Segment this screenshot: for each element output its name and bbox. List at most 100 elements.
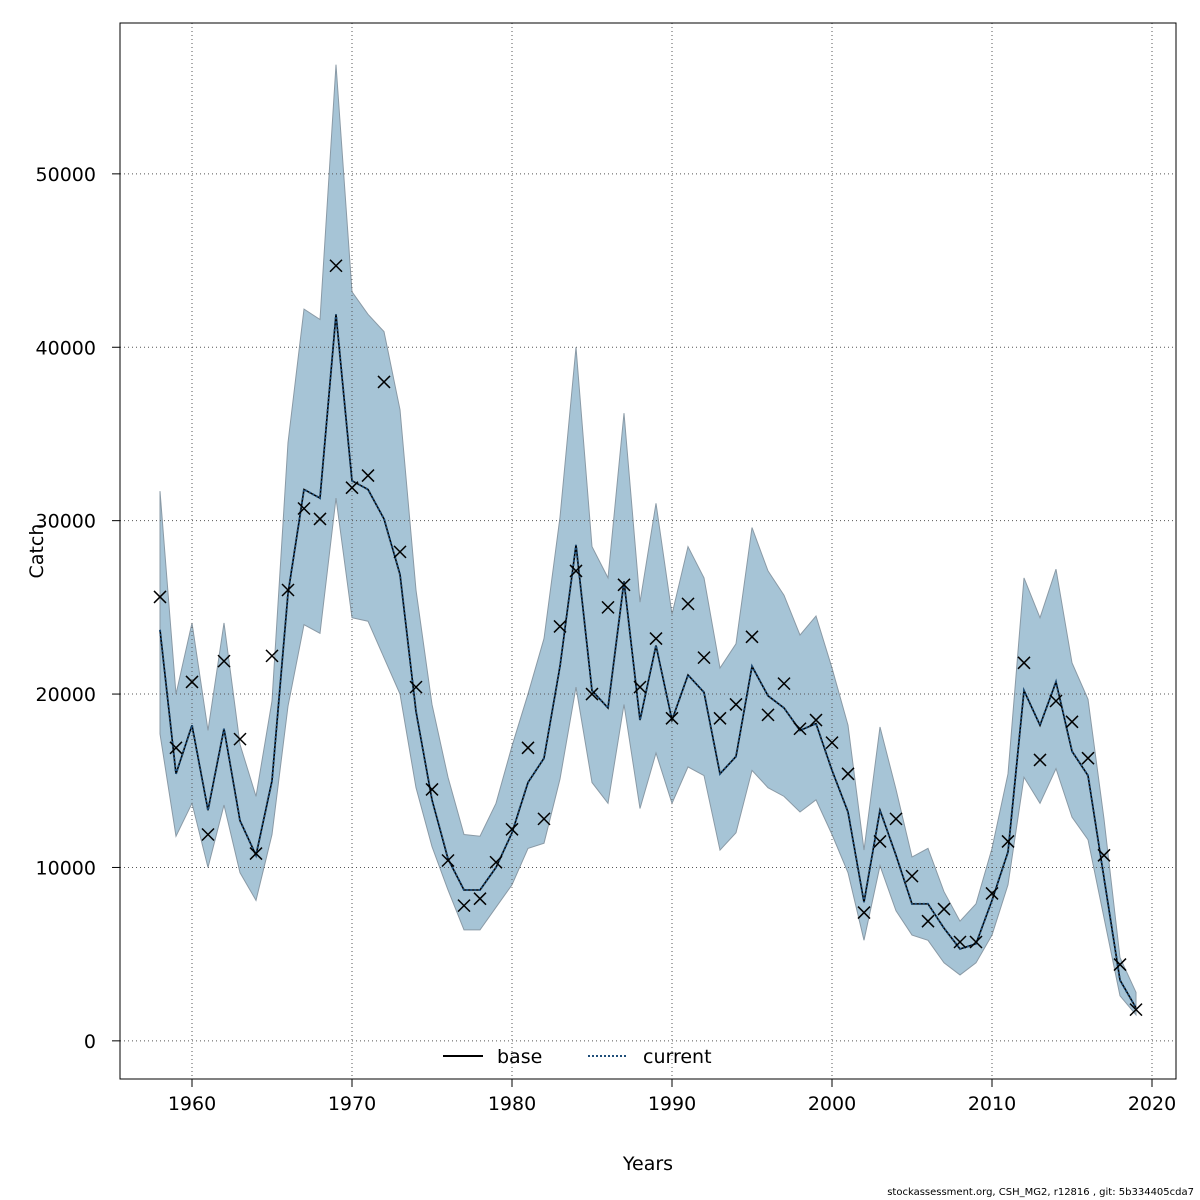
observed-point-stroke [953,935,967,949]
observed-point-stroke [1049,694,1063,708]
observed-point [681,597,695,611]
observed-point [393,545,407,559]
observed-point [585,687,599,701]
observed-point [793,722,807,736]
observed-point-stroke [745,630,759,644]
observed-point [297,501,311,516]
y-tick-label: 40000 [36,337,96,359]
observed-point-stroke [169,741,183,755]
observed-point [617,578,631,592]
y-tick-label: 0 [84,1031,96,1053]
observed-point [345,481,359,495]
observed-point [233,732,247,746]
y-tick-label: 10000 [36,857,96,879]
x-tick-label: 1990 [648,1093,696,1115]
plot-frame [119,22,1177,1080]
observed-point [969,935,983,949]
observed-point-stroke [633,680,647,694]
y-tick-label: 30000 [36,511,96,533]
observed-point [217,654,231,668]
observed-point-stroke [617,578,631,592]
observed-point-stroke [361,469,375,483]
observed-point-stroke [281,583,295,597]
observed-point [889,812,903,826]
observed-point [329,259,343,273]
x-tick-label: 2000 [808,1093,856,1115]
observed-point-stroke [873,834,887,848]
x-tick-label: 1970 [328,1093,376,1115]
observed-point [281,583,295,597]
observed-point [729,697,743,711]
observed-point [377,375,391,389]
observed-point-stroke [985,886,999,900]
legend-label-current: current [643,1046,712,1068]
observed-point [873,834,887,848]
observed-point-stroke [377,375,391,389]
observed-point [649,632,663,646]
observed-point-stroke [201,827,215,842]
observed-point [425,782,439,796]
observed-point-stroke [249,847,263,861]
observed-point [905,869,919,883]
observed-point [713,711,727,725]
observed-point [569,564,583,578]
observed-point [825,736,839,750]
grid-layer [120,23,1176,1079]
observed-point [921,914,935,928]
observed-point [457,899,471,913]
observed-point-stroke [1033,753,1047,767]
observed-point-stroke [185,675,199,689]
observed-point-stroke [777,677,791,691]
observed-point [441,853,455,868]
observed-point [937,902,951,916]
observed-point [665,711,679,725]
observed-point-stroke [1017,656,1031,670]
observed-point-stroke [825,736,839,750]
observed-point [521,741,535,755]
observed-point [537,812,551,826]
observed-point [633,680,647,694]
observed-point [505,822,519,836]
observed-point [761,708,775,722]
observed-point-stroke [889,812,903,826]
axis-layer: 1960 1970 1980 1990 2000 2010 2020 0 10000 20000 3… [36,164,1177,1115]
observed-point-stroke [601,600,615,614]
observed-point-stroke [1097,848,1111,862]
observed-point-stroke [713,711,727,725]
observed-point-stroke [217,654,231,668]
observed-point-stroke [697,651,711,665]
observed-point-stroke [537,812,551,826]
observed-point-stroke [553,619,567,633]
observed-point-stroke [425,782,439,796]
legend-label-base: base [497,1046,542,1068]
observed-point-stroke [681,597,695,611]
observed-point [313,512,327,526]
observed-point-stroke [233,732,247,746]
x-tick-label: 2010 [968,1093,1016,1115]
observed-point-stroke [473,892,487,906]
observed-point [361,469,375,483]
footer-text: stockassessment.org, CSH_MG2, r12816 , g… [887,1187,1194,1198]
observed-point-stroke [329,259,343,273]
observed-point [777,677,791,691]
observed-point [1097,848,1111,862]
observed-point-stroke [793,722,807,736]
y-tick-label: 50000 [36,164,96,186]
observed-point [1113,958,1127,972]
observed-point-stroke [1001,834,1015,848]
observed-point [745,630,759,644]
observed-point-stroke [585,687,599,701]
observed-point-stroke [393,545,407,559]
observed-point-stroke [841,767,855,781]
observed-point-stroke [1081,751,1095,765]
observed-point [249,847,263,861]
observed-point-stroke [649,632,663,646]
observed-point [201,827,215,842]
observed-point [857,906,871,920]
observed-point [553,619,567,633]
observed-point [697,651,711,665]
observed-point-stroke [153,590,167,604]
observed-point-stroke [313,512,327,526]
observed-point-stroke [665,711,679,725]
